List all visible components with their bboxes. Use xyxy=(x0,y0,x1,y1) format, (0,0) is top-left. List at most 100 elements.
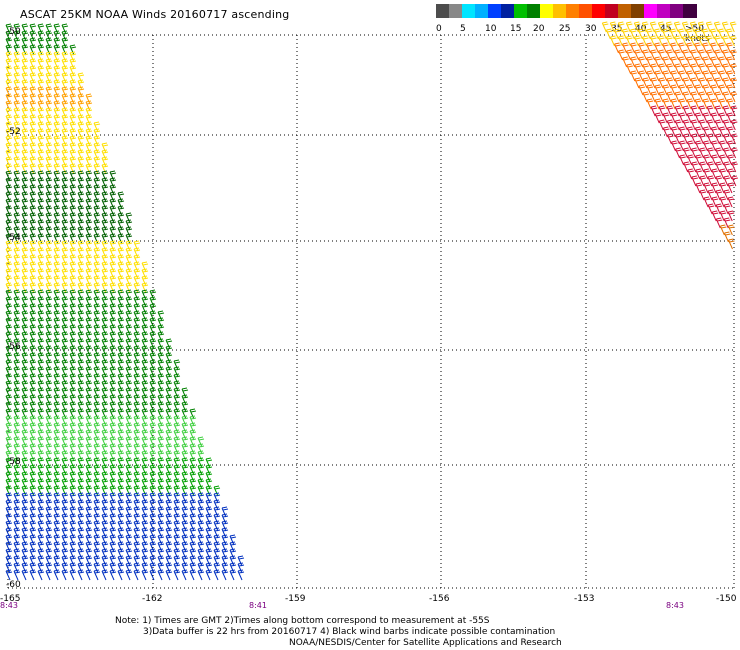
wind-barb xyxy=(666,119,674,131)
wind-barb xyxy=(93,366,101,378)
wind-barb xyxy=(45,191,53,203)
wind-barb xyxy=(614,42,621,54)
wind-barb xyxy=(29,275,37,287)
wind-barb xyxy=(13,107,21,119)
wind-barb xyxy=(69,212,77,224)
wind-barb xyxy=(642,63,649,75)
wind-barb xyxy=(674,63,681,75)
colorbar-segment xyxy=(475,4,489,18)
wind-barb xyxy=(149,401,157,413)
wind-barb xyxy=(679,140,686,152)
wind-barb xyxy=(93,205,101,217)
wind-barb xyxy=(109,296,117,308)
wind-barb xyxy=(697,21,705,33)
wind-barb xyxy=(61,114,69,126)
wind-barb xyxy=(21,296,29,308)
wind-barb xyxy=(85,142,93,154)
wind-barb xyxy=(37,373,45,385)
wind-barb xyxy=(181,464,189,476)
wind-barb xyxy=(630,42,637,54)
wind-barb xyxy=(702,56,709,68)
wind-barb xyxy=(731,175,738,187)
wind-barb xyxy=(713,21,721,33)
wind-barb xyxy=(141,282,149,294)
wind-barb xyxy=(77,240,85,252)
wind-barb xyxy=(141,345,149,357)
wind-barb xyxy=(93,359,101,371)
wind-barb xyxy=(21,331,29,343)
wind-barb xyxy=(13,184,21,196)
wind-barb xyxy=(21,401,29,413)
wind-barb xyxy=(13,324,21,336)
wind-barb xyxy=(45,359,53,371)
wind-barb xyxy=(93,373,101,385)
wind-barb xyxy=(85,457,93,469)
wind-barb xyxy=(21,457,29,469)
wind-barb xyxy=(125,506,133,518)
wind-barb xyxy=(670,98,678,110)
wind-barb xyxy=(37,177,45,189)
wind-barb xyxy=(141,324,149,336)
wind-barb xyxy=(85,198,93,210)
wind-barb xyxy=(61,415,69,427)
wind-barb xyxy=(37,443,45,455)
wind-barb xyxy=(37,65,45,77)
wind-barb xyxy=(710,70,717,82)
wind-barb xyxy=(682,35,689,47)
wind-barb xyxy=(69,415,77,427)
wind-barb xyxy=(693,28,701,40)
wind-barb xyxy=(93,457,101,469)
wind-barb xyxy=(21,156,29,168)
wind-barb xyxy=(117,478,125,490)
wind-barb xyxy=(29,254,37,266)
wind-barb xyxy=(45,100,53,112)
wind-barb xyxy=(165,485,173,497)
wind-barb xyxy=(133,240,141,252)
wind-barb xyxy=(149,478,157,490)
wind-barb xyxy=(666,35,673,47)
wind-barb xyxy=(45,548,53,560)
wind-barb xyxy=(714,133,722,145)
wind-barb xyxy=(45,254,53,266)
wind-barb xyxy=(650,77,657,89)
wind-barb xyxy=(117,499,125,511)
wind-barb xyxy=(85,324,93,336)
wind-barb xyxy=(173,499,181,511)
wind-barb xyxy=(125,310,133,322)
wind-barb xyxy=(53,142,61,154)
wind-barb xyxy=(13,205,21,217)
wind-barb xyxy=(133,562,141,574)
wind-barb xyxy=(189,569,197,581)
wind-barb xyxy=(21,93,29,105)
wind-barb xyxy=(173,562,181,574)
wind-barb xyxy=(29,23,37,35)
wind-barb xyxy=(642,77,649,89)
wind-barb xyxy=(53,471,61,483)
wind-barb xyxy=(125,254,133,266)
wind-barb xyxy=(213,548,221,560)
wind-barb xyxy=(21,86,29,98)
wind-barb xyxy=(13,506,21,518)
wind-barb xyxy=(53,359,61,371)
wind-barb xyxy=(61,555,69,567)
wind-barb xyxy=(703,182,711,194)
wind-barb xyxy=(205,562,213,574)
wind-barb xyxy=(686,84,694,96)
wind-barb xyxy=(45,457,53,469)
wind-barb xyxy=(37,366,45,378)
wind-barb xyxy=(13,226,21,238)
wind-barb xyxy=(670,70,677,82)
wind-barb xyxy=(77,219,85,231)
wind-barb xyxy=(714,119,722,131)
wind-barb xyxy=(37,261,45,273)
wind-barb xyxy=(117,212,125,224)
wind-barb xyxy=(21,527,29,539)
wind-barb xyxy=(690,63,697,75)
wind-barb xyxy=(77,380,85,392)
wind-barb xyxy=(691,161,698,173)
wind-barb xyxy=(77,317,85,329)
wind-barb xyxy=(21,212,29,224)
wind-barb xyxy=(682,63,689,75)
wind-barb xyxy=(37,513,45,525)
wind-barb xyxy=(21,506,29,518)
